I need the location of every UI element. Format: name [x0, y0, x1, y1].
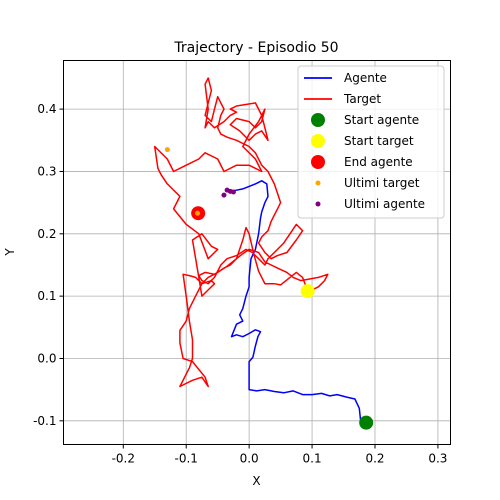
legend-label-start-target: Start target: [344, 134, 414, 148]
legend-label-target: Target: [343, 92, 381, 106]
marker-start-agente: [359, 415, 374, 430]
y-tick-label: 0.1: [37, 289, 56, 303]
legend-label-ultimi-target: Ultimi target: [344, 176, 420, 190]
chart-title: Trajectory - Episodio 50: [173, 40, 338, 56]
y-tick-label: -0.1: [33, 414, 56, 428]
x-tick-label: -0.1: [174, 452, 197, 466]
y-tick-label: 0.0: [37, 351, 56, 365]
x-tick-label: -0.2: [112, 452, 135, 466]
marker-layer: [164, 147, 374, 430]
scatter-point-ultimi-target: [164, 147, 170, 153]
legend-label-start-agente: Start agente: [344, 113, 419, 127]
x-axis-label: X: [252, 474, 260, 488]
series-line-target: [153, 77, 329, 388]
x-tick-label: 0.2: [365, 452, 384, 466]
y-tick-label: 0.3: [37, 164, 56, 178]
y-axis: -0.1 0.0 0.1 0.2 0.3 0.4: [33, 102, 64, 428]
legend-marker-end-agente: [311, 155, 325, 169]
series-line-agente: [230, 180, 367, 424]
legend: Agente Target Start agente Start target End …: [297, 65, 445, 219]
x-tick-label: 0.3: [428, 452, 447, 466]
y-axis-label: Y: [3, 248, 17, 257]
x-tick-label: 0.0: [240, 452, 259, 466]
marker-start-target: [300, 284, 315, 299]
legend-marker-start-agente: [311, 113, 325, 127]
y-tick-label: 0.2: [37, 227, 56, 241]
scatter-point-ultimi-agente: [230, 189, 236, 195]
legend-marker-ultimi-target: [315, 180, 321, 186]
legend-label-agente: Agente: [344, 71, 387, 85]
x-axis: -0.2 -0.1 0.0 0.1 0.2 0.3: [112, 444, 447, 466]
legend-marker-ultimi-agente: [315, 201, 321, 207]
y-tick-label: 0.4: [37, 102, 56, 116]
legend-label-ultimi-agente: Ultimi agente: [344, 197, 425, 211]
legend-box: [297, 65, 445, 219]
x-tick-label: 0.1: [303, 452, 322, 466]
scatter-point-ultimi-agente: [221, 192, 227, 198]
plot-frame: [63, 60, 451, 445]
scatter-point-ultimi-target: [195, 210, 201, 216]
legend-marker-start-target: [311, 134, 325, 148]
legend-label-end-agente: End agente: [344, 155, 413, 169]
series-layer: [153, 77, 367, 424]
